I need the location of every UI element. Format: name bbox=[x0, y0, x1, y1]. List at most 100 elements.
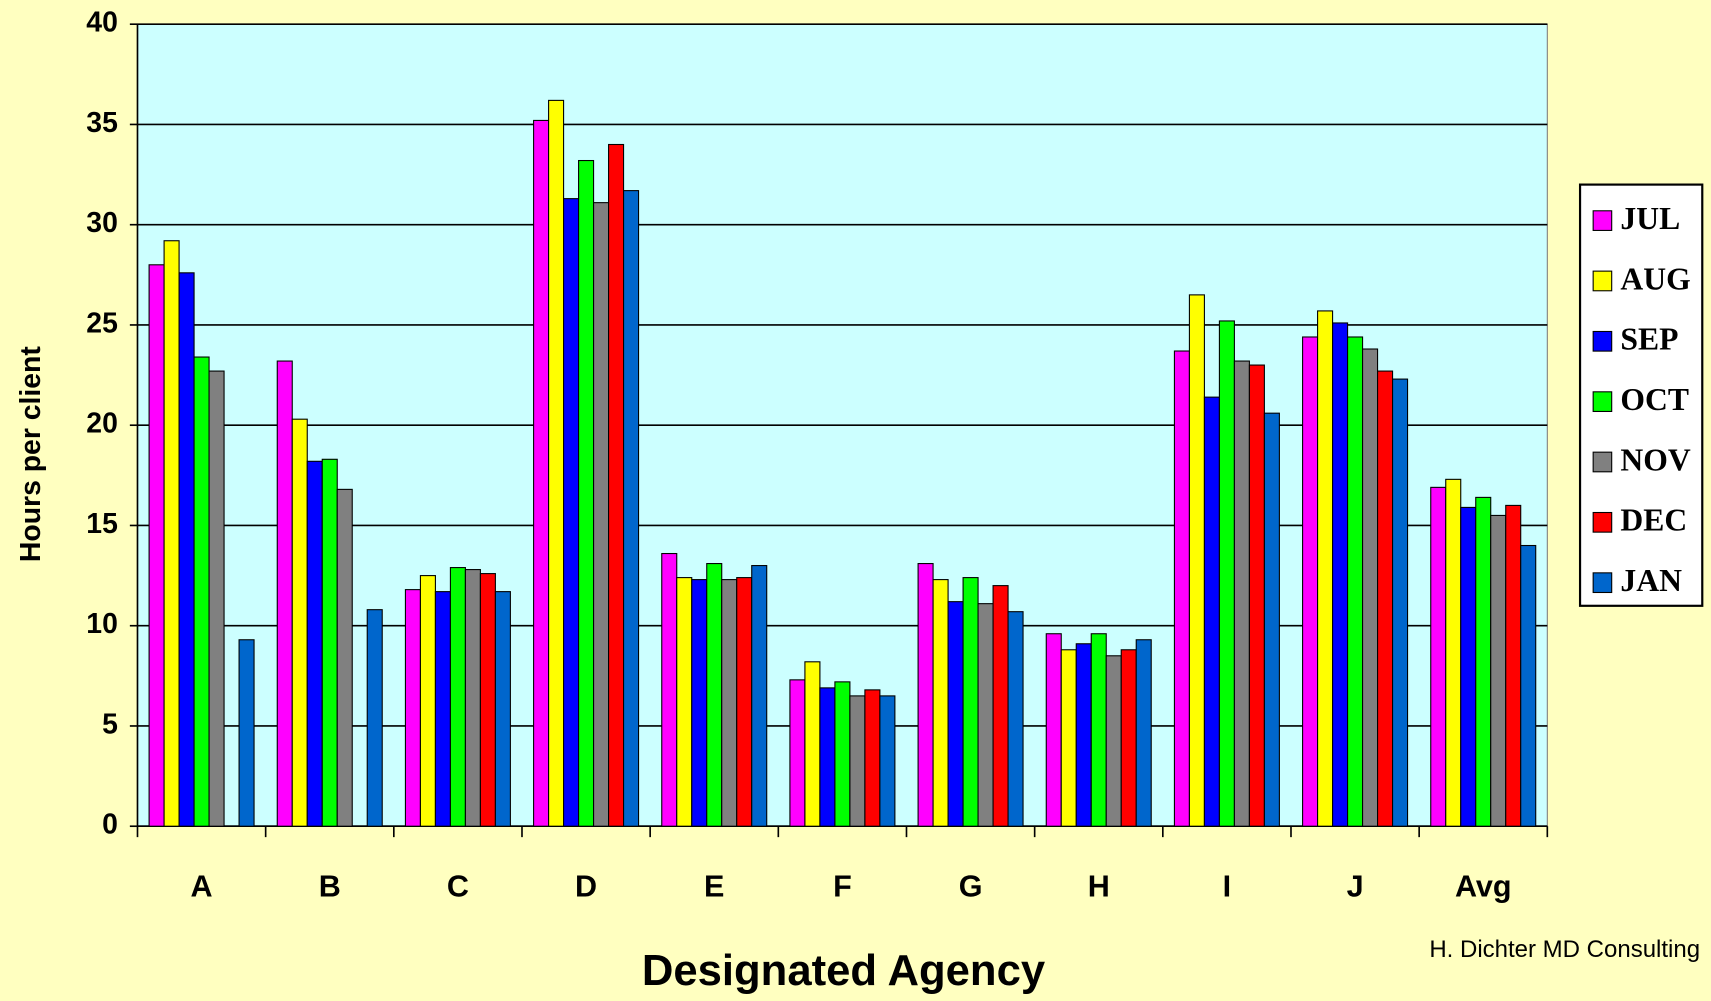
bar bbox=[321, 458, 338, 827]
bar bbox=[1505, 504, 1522, 827]
legend-label: OCT bbox=[1620, 382, 1689, 417]
bar bbox=[962, 577, 979, 827]
bar bbox=[1430, 486, 1447, 827]
bar bbox=[1135, 639, 1152, 827]
bar bbox=[789, 679, 806, 827]
bar bbox=[276, 360, 293, 827]
bar bbox=[1248, 364, 1265, 827]
bar bbox=[306, 460, 323, 827]
x-tick-label: F bbox=[833, 869, 852, 903]
bar bbox=[419, 575, 436, 827]
x-tick-label: I bbox=[1223, 869, 1231, 903]
legend-swatch bbox=[1592, 451, 1613, 473]
bar bbox=[1317, 310, 1334, 827]
x-tick-label: J bbox=[1347, 869, 1364, 903]
bar bbox=[1203, 396, 1220, 827]
bar bbox=[533, 119, 550, 827]
x-tick-label: E bbox=[704, 869, 724, 903]
bar bbox=[751, 565, 768, 827]
y-tick-label: 0 bbox=[102, 809, 118, 841]
bar bbox=[1218, 320, 1235, 827]
bar bbox=[479, 573, 496, 827]
legend-label: DEC bbox=[1620, 503, 1687, 538]
bar bbox=[494, 591, 511, 827]
bar bbox=[1475, 496, 1492, 827]
bar bbox=[977, 603, 994, 827]
x-axis-title: Designated Agency bbox=[642, 946, 1046, 995]
bar bbox=[706, 563, 723, 827]
bar bbox=[917, 563, 934, 827]
x-tick-label: Avg bbox=[1455, 869, 1512, 903]
bar bbox=[291, 418, 308, 827]
bar bbox=[1007, 611, 1024, 827]
bar bbox=[193, 356, 210, 827]
bar bbox=[238, 639, 255, 827]
bar bbox=[623, 190, 640, 827]
y-tick-label: 10 bbox=[86, 608, 118, 640]
bar bbox=[208, 370, 225, 827]
y-tick-label: 15 bbox=[86, 508, 118, 540]
legend-label: JUL bbox=[1620, 201, 1680, 236]
bar bbox=[548, 99, 565, 827]
bar bbox=[163, 240, 180, 827]
x-tick-label: A bbox=[191, 869, 213, 903]
bar bbox=[1520, 544, 1537, 827]
bar bbox=[1362, 348, 1379, 827]
legend-swatch bbox=[1592, 391, 1613, 413]
bar bbox=[1173, 350, 1190, 827]
bar bbox=[1347, 336, 1364, 827]
credit: H. Dichter MD Consulting bbox=[1429, 936, 1700, 963]
y-tick-label: 25 bbox=[86, 307, 118, 339]
bar bbox=[464, 569, 481, 827]
bar bbox=[434, 591, 451, 827]
y-tick-label: 5 bbox=[102, 708, 118, 740]
legend-label: AUG bbox=[1620, 261, 1690, 296]
bar bbox=[1392, 378, 1409, 827]
y-tick-label: 40 bbox=[86, 7, 118, 39]
bar bbox=[449, 567, 466, 827]
bar bbox=[1090, 633, 1107, 827]
y-axis-title: Hours per client bbox=[15, 346, 47, 562]
legend-label: NOV bbox=[1620, 442, 1690, 477]
bar bbox=[992, 585, 1009, 827]
bar bbox=[819, 687, 836, 827]
bar bbox=[404, 589, 421, 827]
bar bbox=[1445, 478, 1462, 827]
bar bbox=[879, 695, 896, 827]
legend-swatch bbox=[1592, 270, 1613, 292]
bar bbox=[1263, 412, 1280, 827]
bar bbox=[1075, 643, 1092, 827]
bar bbox=[1460, 506, 1477, 827]
bar bbox=[736, 577, 753, 827]
bar bbox=[148, 264, 165, 827]
bar bbox=[721, 579, 738, 827]
bar bbox=[932, 579, 949, 827]
bar bbox=[947, 601, 964, 827]
legend-swatch bbox=[1592, 511, 1613, 533]
bar bbox=[804, 661, 821, 827]
bar bbox=[563, 198, 580, 827]
bar bbox=[366, 609, 383, 827]
bar bbox=[661, 552, 678, 827]
x-tick-label: D bbox=[575, 869, 597, 903]
bar bbox=[608, 143, 625, 827]
legend-swatch bbox=[1592, 210, 1613, 231]
bar bbox=[1332, 322, 1349, 827]
y-tick-label: 20 bbox=[86, 408, 118, 440]
legend-swatch bbox=[1592, 330, 1613, 352]
bar bbox=[178, 272, 195, 827]
bar bbox=[1060, 649, 1077, 827]
bar bbox=[1490, 514, 1507, 827]
y-tick-label: 35 bbox=[86, 107, 118, 139]
bar bbox=[864, 689, 881, 827]
x-tick-label: C bbox=[447, 869, 469, 903]
bar bbox=[834, 681, 851, 827]
y-tick-label: 30 bbox=[86, 207, 118, 239]
legend-label: JAN bbox=[1620, 563, 1682, 598]
x-tick-label: G bbox=[959, 869, 983, 903]
bar bbox=[1233, 360, 1250, 827]
x-tick-label: B bbox=[319, 869, 341, 903]
legend-label: SEP bbox=[1620, 322, 1678, 357]
bar bbox=[1377, 370, 1394, 827]
